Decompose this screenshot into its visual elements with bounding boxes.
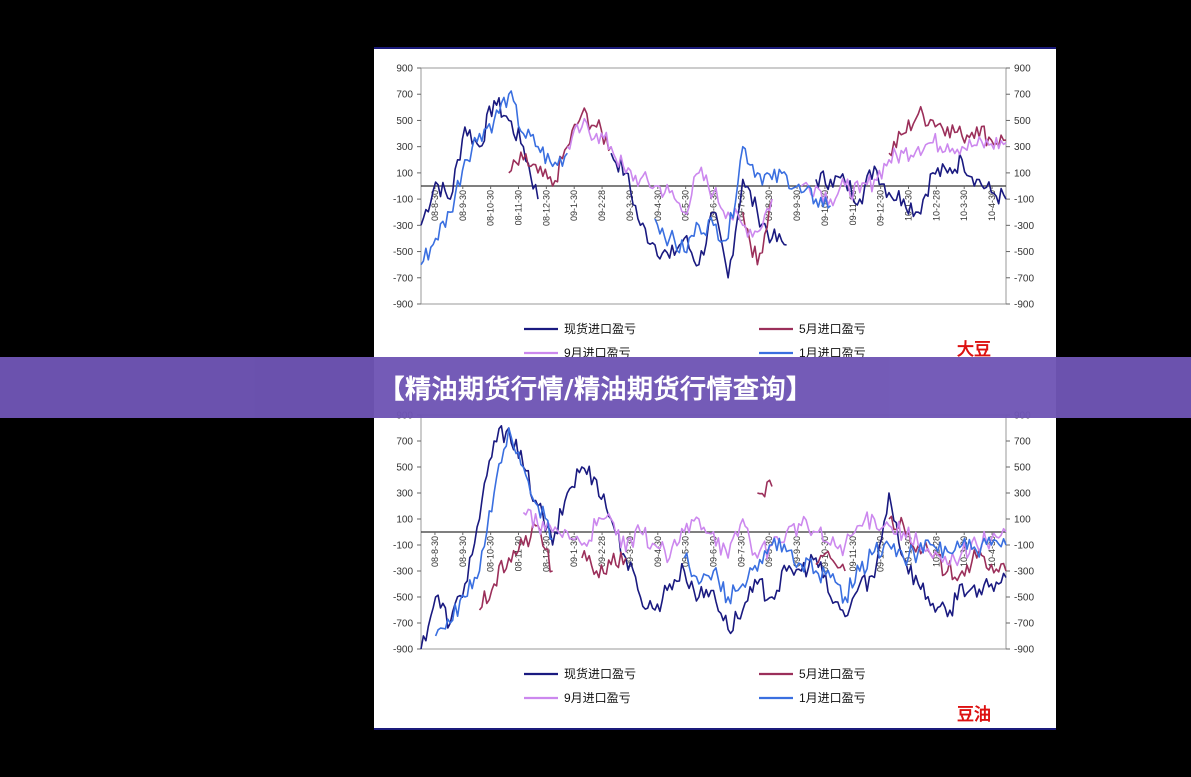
x-tick-label: 08-9-30 [458,536,468,567]
legend-label-jan: 1月进口盈亏 [799,346,866,360]
x-tick-label: 09-5-30 [681,536,691,567]
y-tick-label-left: 100 [396,168,413,179]
x-tick-label: 08-12-30 [541,536,551,572]
y-tick-label-left: -300 [393,221,413,232]
x-tick-label: 09-5-30 [681,190,691,221]
y-tick-label-left: 300 [396,489,413,500]
x-tick-label: 10-1-30 [904,536,914,567]
x-tick-label: 09-9-30 [792,536,802,567]
x-tick-label: 10-1-30 [904,190,914,221]
x-tick-label: 08-9-30 [458,190,468,221]
y-tick-label-right: 900 [1014,64,1031,75]
x-tick-label: 10-4-30 [987,536,997,567]
x-tick-label: 09-2-28 [597,190,607,221]
series-line-sep [522,508,1007,567]
x-tick-label: 08-8-30 [430,536,440,567]
y-tick-label-right: -700 [1014,273,1034,284]
y-tick-label-right: -300 [1014,221,1034,232]
x-tick-label: 09-11-30 [848,536,858,571]
x-tick-label: 08-10-30 [486,190,496,226]
y-tick-label-right: -500 [1014,247,1034,258]
y-tick-label-left: -700 [393,273,413,284]
y-tick-label-left: -700 [393,619,413,630]
y-tick-label-right: 700 [1014,437,1031,448]
legend-label-sep: 9月进口盈亏 [564,691,631,705]
y-tick-label-left: 700 [396,90,413,101]
y-tick-label-right: -900 [1014,300,1034,311]
legend-label-spot: 现货进口盈亏 [564,321,636,336]
x-tick-label: 09-4-30 [653,536,663,567]
y-tick-label-right: 500 [1014,116,1031,127]
x-tick-label: 08-11-30 [514,536,524,571]
product-label: 豆油 [957,704,991,724]
y-tick-label-left: 100 [396,515,413,526]
x-tick-label: 09-7-30 [736,536,746,567]
y-tick-label-right: -500 [1014,593,1034,604]
legend-label-jan: 1月进口盈亏 [799,691,866,705]
x-tick-label: 09-6-30 [709,536,719,567]
legend-label-may: 5月进口盈亏 [799,667,866,681]
y-tick-label-right: -700 [1014,619,1034,630]
series-line-spot [420,425,1007,650]
x-tick-label: 08-12-30 [541,190,551,226]
x-tick-label: 10-3-30 [959,536,969,567]
x-tick-label: 09-9-30 [792,190,802,221]
banner-title: 【精油期货行情/精油期货行情查询】 [378,375,813,405]
x-tick-label: 10-3-30 [959,190,969,221]
bottom-border [374,728,1056,730]
x-tick-label: 10-4-30 [987,190,997,221]
legend-label-spot: 现货进口盈亏 [564,666,636,681]
y-tick-label-right: 300 [1014,142,1031,153]
x-tick-label: 08-10-30 [486,536,496,572]
y-tick-label-right: 700 [1014,90,1031,101]
legend-label-sep: 9月进口盈亏 [564,346,631,360]
series-line-sep [566,117,1007,238]
y-tick-label-left: -100 [393,195,413,206]
legend-label-may: 5月进口盈亏 [799,322,866,336]
x-tick-label: 09-3-30 [625,190,635,221]
y-tick-label-left: 700 [396,437,413,448]
title-banner: 【精油期货行情/精油期货行情查询】 [0,357,1191,418]
x-tick-label: 08-8-30 [430,190,440,221]
y-tick-label-left: -300 [393,567,413,578]
x-tick-label: 09-12-30 [876,536,886,572]
x-tick-label: 10-2-28 [931,190,941,221]
x-tick-label: 09-6-30 [709,190,719,221]
y-tick-label-right: -300 [1014,567,1034,578]
series-line-jan [420,90,832,266]
y-tick-label-left: -100 [393,541,413,552]
x-tick-label: 09-2-28 [597,536,607,567]
x-tick-label: 09-7-30 [736,190,746,221]
x-tick-label: 09-10-30 [820,190,830,226]
series-line-may [478,479,1007,611]
x-tick-label: 08-11-30 [514,190,524,225]
x-tick-label: 09-3-30 [625,536,635,567]
y-tick-label-left: 500 [396,463,413,474]
top-border [374,47,1056,49]
y-tick-label-right: 300 [1014,489,1031,500]
series-line-jan [434,427,1007,637]
y-tick-label-left: -900 [393,300,413,311]
y-tick-label-right: 500 [1014,463,1031,474]
y-tick-label-left: 500 [396,116,413,127]
y-tick-label-right: -900 [1014,645,1034,656]
y-tick-label-left: 300 [396,142,413,153]
y-tick-label-right: -100 [1014,541,1034,552]
x-tick-label: 09-12-30 [876,190,886,226]
x-tick-label: 09-1-30 [569,190,579,221]
x-tick-label: 10-2-28 [931,536,941,567]
x-tick-label: 09-4-30 [653,190,663,221]
y-tick-label-right: -100 [1014,195,1034,206]
product-label: 大豆 [957,339,991,359]
y-tick-label-left: -500 [393,247,413,258]
y-tick-label-right: 100 [1014,168,1031,179]
x-tick-label: 09-11-30 [848,190,858,225]
y-tick-label-left: 900 [396,64,413,75]
y-tick-label-left: -500 [393,593,413,604]
y-tick-label-right: 100 [1014,515,1031,526]
y-tick-label-left: -900 [393,645,413,656]
x-tick-label: 09-1-30 [569,536,579,567]
